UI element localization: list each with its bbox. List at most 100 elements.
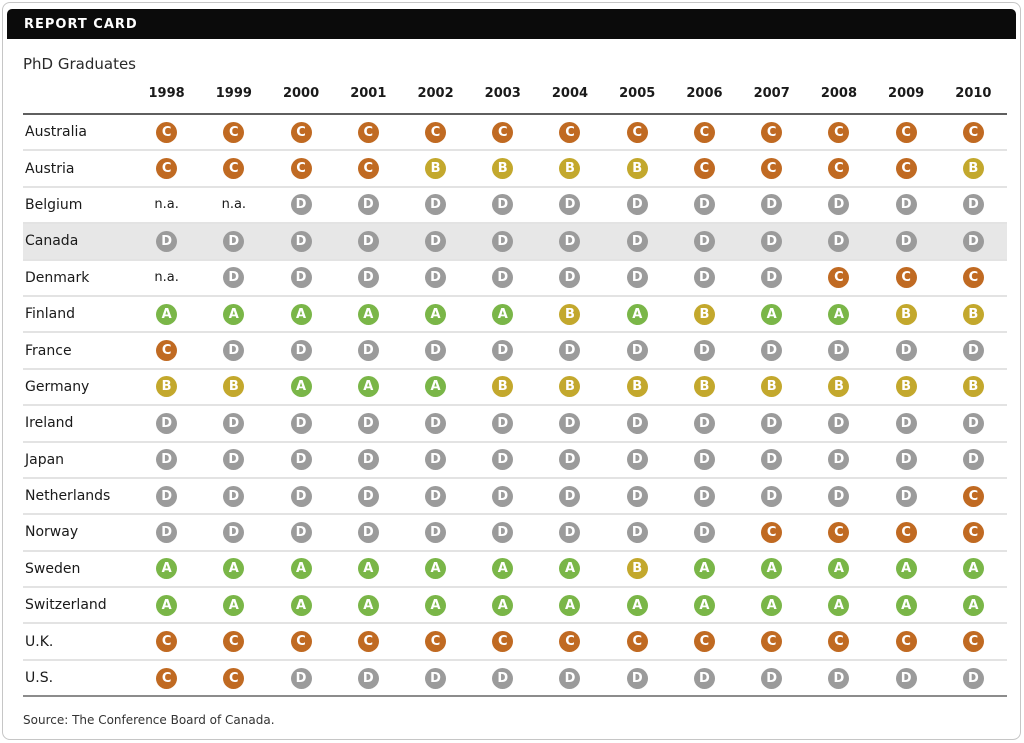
grade-badge: D [357, 230, 379, 252]
grade-cell: D [469, 267, 536, 289]
grade-badge: C [761, 121, 783, 143]
grade-cell: C [200, 667, 267, 689]
grade-badge: A [425, 558, 447, 580]
grade-cell: A [267, 376, 334, 398]
grade-badge: D [626, 412, 648, 434]
year-header-row: 1998 1999 2000 2001 2002 2003 2004 2005 2006 2007… [23, 73, 1007, 115]
grade-badge: D [761, 230, 783, 252]
grade-badge: D [895, 230, 917, 252]
grade-cell: D [267, 412, 334, 434]
grade-badge: A [425, 376, 447, 398]
grade-badge: C [693, 121, 715, 143]
year-column-header: 2002 [417, 85, 454, 101]
grade-badge: B [962, 303, 984, 325]
grade-cell: B [536, 376, 603, 398]
year-column-header: 2009 [888, 85, 925, 101]
grade-cell: A [133, 303, 200, 325]
grade-cell: C [805, 267, 872, 289]
grade-badge: C [761, 158, 783, 180]
grade-badge: D [290, 340, 312, 362]
table-row: Norway D D D D D D D D D C C C C [23, 515, 1007, 552]
grade-cell: D [604, 485, 671, 507]
grade-cell: C [267, 631, 334, 653]
grade-cell: D [335, 194, 402, 216]
grade-badge: D [223, 521, 245, 543]
grade-badge: D [425, 449, 447, 471]
grade-badge: B [895, 376, 917, 398]
grade-cell: D [671, 230, 738, 252]
grade-badge: A [828, 558, 850, 580]
grade-cell: D [200, 412, 267, 434]
grade-cell: D [469, 340, 536, 362]
grade-badge: C [828, 521, 850, 543]
grade-cell: D [402, 340, 469, 362]
grade-cell: D [267, 340, 334, 362]
grade-cell: A [805, 303, 872, 325]
grade-cell: C [940, 267, 1007, 289]
grade-cell: C [873, 521, 940, 543]
grade-badge: D [357, 667, 379, 689]
grade-badge: D [761, 412, 783, 434]
grade-cell: A [335, 303, 402, 325]
grade-badge: D [626, 485, 648, 507]
grade-badge: D [357, 194, 379, 216]
grade-badge: D [828, 667, 850, 689]
grade-cell: B [604, 158, 671, 180]
grade-badge: D [828, 340, 850, 362]
grade-cell: A [200, 594, 267, 616]
table-row: Belgium n.a. n.a. D D D D D D D D D D D [23, 188, 1007, 225]
table-row: Canada D D D D D D D D D D D D D [23, 224, 1007, 261]
grade-badge: D [156, 485, 178, 507]
grade-badge: D [761, 194, 783, 216]
grade-badge: D [425, 340, 447, 362]
grade-cell: D [671, 521, 738, 543]
year-column-header: 1999 [215, 85, 252, 101]
grade-cell: D [805, 485, 872, 507]
country-label: France [25, 342, 72, 359]
grade-badge: C [895, 521, 917, 543]
grade-badge: B [492, 158, 514, 180]
grade-badge: D [290, 667, 312, 689]
grade-badge: D [626, 521, 648, 543]
grade-badge: D [559, 667, 581, 689]
grade-cell: A [133, 558, 200, 580]
grade-badge: C [895, 121, 917, 143]
grade-badge: D [156, 230, 178, 252]
grade-badge: A [290, 303, 312, 325]
grade-cell: D [536, 412, 603, 434]
grade-badge: A [626, 594, 648, 616]
grade-badge: C [559, 121, 581, 143]
grade-cell: D [267, 667, 334, 689]
grade-cell: D [200, 267, 267, 289]
grade-badge: D [761, 340, 783, 362]
grade-badge: C [156, 121, 178, 143]
grade-cell: A [335, 594, 402, 616]
grade-badge: D [828, 412, 850, 434]
country-label: Norway [25, 524, 79, 541]
grade-cell: D [671, 485, 738, 507]
grade-badge: C [895, 158, 917, 180]
grade-badge: D [290, 521, 312, 543]
grade-badge: D [693, 194, 715, 216]
grade-cell: D [536, 194, 603, 216]
table-row: Denmark n.a. D D D D D D D D D C C C [23, 261, 1007, 297]
grade-badge: D [559, 521, 581, 543]
grade-badge: D [425, 667, 447, 689]
grade-cell: D [738, 485, 805, 507]
grade-cell: A [873, 558, 940, 580]
grade-badge: C [156, 340, 178, 362]
grade-badge: D [626, 340, 648, 362]
grade-cell: B [469, 158, 536, 180]
grade-badge: C [828, 267, 850, 289]
grade-cell: D [469, 667, 536, 689]
country-label: Finland [25, 306, 76, 323]
grade-cell: D [469, 194, 536, 216]
grade-badge: D [895, 412, 917, 434]
grade-badge: D [693, 485, 715, 507]
table-row: U.S. C C D D D D D D D D D D D [23, 661, 1007, 698]
grade-badge: C [223, 631, 245, 653]
grade-cell: B [200, 376, 267, 398]
na-value: n.a. [221, 197, 247, 213]
grade-cell: D [469, 449, 536, 471]
grade-badge: B [626, 158, 648, 180]
